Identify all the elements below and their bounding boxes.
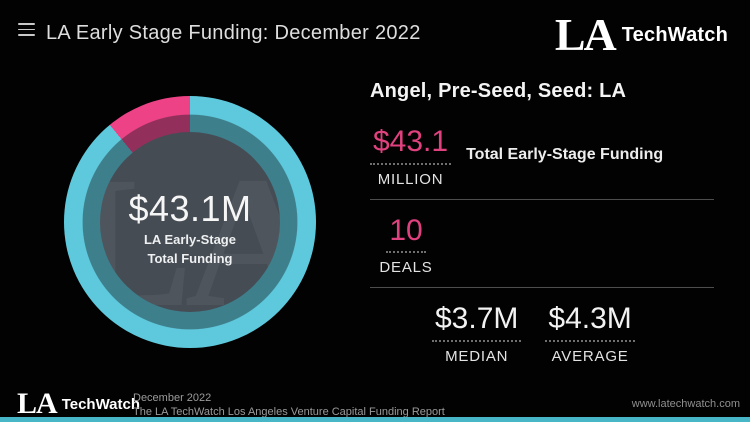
stat-total-funding: $43.1 MILLION Total Early-Stage Funding [370,126,714,188]
stats-heading: Angel, Pre-Seed, Seed: LA [370,80,627,102]
footer-logo-la-mark: LA [17,387,58,420]
footer-report-title: The LA TechWatch Los Angeles Venture Cap… [133,405,445,418]
median-label: MEDIAN [445,347,509,365]
divider [370,287,714,288]
divider [370,198,714,200]
la-watermark: LA [100,137,280,313]
page-title: LA Early Stage Funding: December 2022 [46,22,421,44]
donut-center-label-line2: Total Funding [147,251,233,266]
footer-latechwatch-logo: LA TechWatch [17,389,140,419]
accent-bar [0,417,750,422]
donut-chart: LA $43.1M LA Early-Stage Total Funding [64,96,316,348]
deals-unit: DEALS [379,259,433,276]
footer-logo-brand-name: TechWatch [61,395,141,413]
total-funding-description: Total Early-Stage Funding [466,145,664,163]
logo-la-mark: LA [554,9,617,60]
footer-website-url: www.latechwatch.com [631,398,740,410]
total-funding-value: $43.1 [370,126,452,165]
total-funding-unit: MILLION [377,170,444,188]
donut-center: LA $43.1M LA Early-Stage Total Funding [100,132,280,312]
average-value: $4.3M [545,303,635,342]
footer-date: December 2022 [133,392,212,404]
deals-value: 10 [386,214,426,253]
stats-panel: Angel, Pre-Seed, Seed: LA $43.1 MILLION … [370,80,714,365]
latechwatch-logo: LA TechWatch [555,12,728,58]
hamburger-menu-icon[interactable] [18,23,35,36]
stat-deals: 10 DEALS [370,214,714,276]
median-value: $3.7M [432,303,522,342]
average-label: AVERAGE [551,347,629,365]
donut-center-value: $43.1M [128,187,252,229]
logo-brand-name: TechWatch [621,23,728,46]
stat-median-average: $3.7M MEDIAN $4.3M AVERAGE [432,303,714,365]
footer-report-info: December 2022 The LA TechWatch Los Angel… [133,392,445,420]
donut-center-label-line1: LA Early-Stage [143,231,236,247]
